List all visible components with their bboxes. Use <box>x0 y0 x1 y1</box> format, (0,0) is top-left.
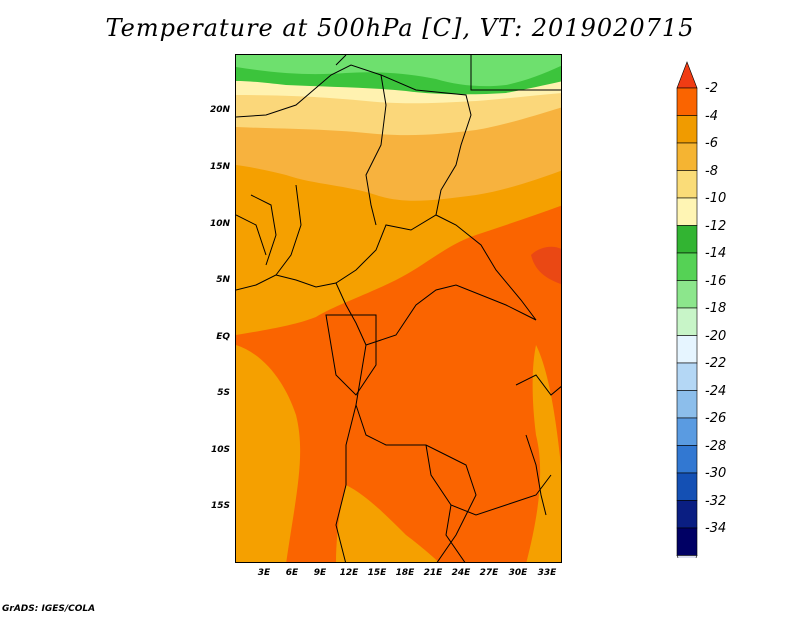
band-m2-m4-hotspot <box>531 246 561 285</box>
colorbar-label: -6 <box>705 136 718 151</box>
band-m6-m8-east <box>526 345 561 562</box>
lon-label-27e: 27E <box>479 568 499 578</box>
colorbar-box <box>676 472 698 501</box>
colorbar-top-triangle <box>676 61 698 89</box>
colorbar-label: -22 <box>705 356 727 371</box>
colorbar-box <box>676 115 698 144</box>
colorbar-label: -18 <box>705 301 727 316</box>
lat-label-10s: 10S <box>210 445 230 455</box>
colorbar-box <box>676 500 698 529</box>
colorbar-box <box>676 445 698 474</box>
colorbar-label: -24 <box>705 384 727 399</box>
lon-label-30e: 30E <box>508 568 528 578</box>
colorbar-label: -12 <box>705 219 727 234</box>
lat-label-20n: 20N <box>209 105 230 115</box>
colorbar-bottom-triangle <box>676 555 698 558</box>
lon-label-12e: 12E <box>339 568 359 578</box>
colorbar-box <box>676 252 698 281</box>
lon-label-3e: 3E <box>257 568 271 578</box>
colorbar-box <box>676 280 698 309</box>
colorbar-label: -32 <box>705 494 727 509</box>
colorbar-box <box>676 527 698 556</box>
colorbar-label: -20 <box>705 329 727 344</box>
band-m6-m8-south <box>236 345 301 562</box>
lon-label-24e: 24E <box>451 568 471 578</box>
lon-label-33e: 33E <box>537 568 557 578</box>
colorbar-label: -2 <box>705 81 718 96</box>
colorbar-box <box>676 417 698 446</box>
band-m16-m18 <box>236 55 561 87</box>
colorbar-box <box>676 307 698 336</box>
colorbar-box <box>676 87 698 116</box>
lon-label-21e: 21E <box>423 568 443 578</box>
lat-label-15s: 15S <box>210 501 230 511</box>
colorbar-label: -26 <box>705 411 727 426</box>
colorbar-box <box>676 362 698 391</box>
colorbar-label: -28 <box>705 439 727 454</box>
temperature-map <box>235 54 562 563</box>
colorbar-box <box>676 170 698 199</box>
lat-label-5s: 5S <box>217 388 230 398</box>
lon-label-18e: 18E <box>395 568 415 578</box>
colorbar-box <box>676 335 698 364</box>
colorbar-label: -14 <box>705 246 727 261</box>
lat-label-5n: 5N <box>216 275 230 285</box>
colorbar-box <box>676 142 698 171</box>
band-m6-m8-southcentral <box>336 485 439 562</box>
colorbar-label: -10 <box>705 191 727 206</box>
lon-label-9e: 9E <box>313 568 327 578</box>
lon-label-6e: 6E <box>285 568 299 578</box>
colorbar-label: -4 <box>705 109 718 124</box>
colorbar-label: -16 <box>705 274 727 289</box>
grads-credit: GrADS: IGES/COLA <box>2 604 96 614</box>
colorbar-box <box>676 390 698 419</box>
colorbar-label: -34 <box>705 521 727 536</box>
colorbar-label: -8 <box>705 164 718 179</box>
colorbar-box <box>676 197 698 226</box>
lon-label-15e: 15E <box>367 568 387 578</box>
colorbar-box <box>676 225 698 254</box>
colorbar <box>676 61 698 558</box>
lat-label-eq: EQ <box>216 332 230 342</box>
lat-label-10n: 10N <box>209 219 230 229</box>
lat-label-15n: 15N <box>209 162 230 172</box>
colorbar-label: -30 <box>705 466 727 481</box>
chart-title: Temperature at 500hPa [C], VT: 201902071… <box>105 14 695 42</box>
